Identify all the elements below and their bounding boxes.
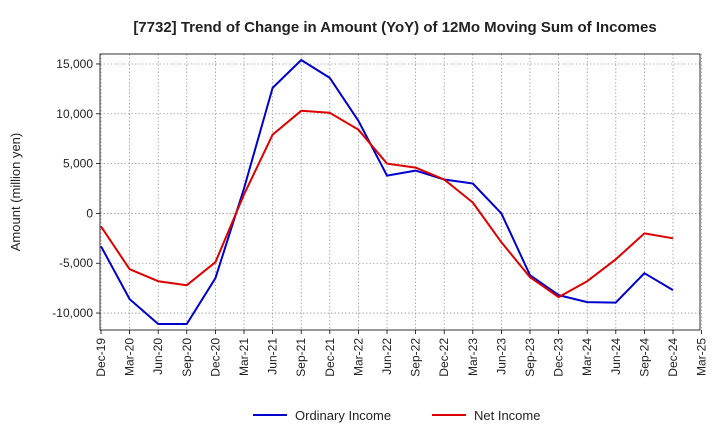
x-tick-label: Sep-24 bbox=[637, 338, 651, 377]
x-tick-label: Mar-21 bbox=[237, 338, 251, 376]
chart-title: [7732] Trend of Change in Amount (YoY) o… bbox=[133, 19, 656, 36]
y-tick-label: 5,000 bbox=[63, 157, 93, 171]
plot-frame bbox=[99, 53, 701, 331]
y-axis-label: Amount (million yen) bbox=[8, 133, 23, 252]
legend-label-ordinary-income: Ordinary Income bbox=[295, 408, 391, 423]
x-tick-label: Mar-22 bbox=[351, 338, 365, 376]
x-tick-label: Mar-20 bbox=[123, 338, 137, 376]
x-tick-label: Sep-23 bbox=[523, 338, 537, 377]
x-tick-label: Sep-22 bbox=[409, 338, 423, 377]
x-tick-label: Dec-23 bbox=[552, 338, 566, 377]
x-tick-label: Mar-25 bbox=[695, 338, 709, 376]
x-axis: Dec-19 Mar-20 Jun-20 Sep-20 Dec-20 Mar-21 Jun-… bbox=[94, 330, 709, 377]
plot-area bbox=[100, 54, 700, 330]
series-line-net-income bbox=[100, 109, 674, 299]
y-tick-label: -10,000 bbox=[52, 306, 93, 320]
x-tick-label: Dec-21 bbox=[323, 338, 337, 377]
y-tick-label: -5,000 bbox=[59, 256, 93, 270]
y-axis: -10,000 -5,000 0 5,000 10,000 15,000 bbox=[52, 57, 100, 320]
x-tick-label: Mar-24 bbox=[580, 338, 594, 376]
series-lines bbox=[100, 59, 674, 325]
x-tick-label: Jun-24 bbox=[609, 338, 623, 375]
x-tick-label: Jun-20 bbox=[151, 338, 165, 375]
series-line-ordinary-income bbox=[100, 59, 674, 325]
y-tick-label: 15,000 bbox=[56, 57, 93, 71]
y-tick-label: 10,000 bbox=[56, 107, 93, 121]
legend-label-net-income: Net Income bbox=[474, 408, 540, 423]
x-tick-label: Dec-22 bbox=[437, 338, 451, 377]
y-tick-label: 0 bbox=[86, 206, 93, 220]
x-tick-label: Jun-21 bbox=[266, 338, 280, 375]
x-tick-label: Dec-20 bbox=[208, 338, 222, 377]
x-tick-label: Sep-20 bbox=[180, 338, 194, 377]
x-tick-label: Dec-24 bbox=[666, 338, 680, 377]
grid bbox=[100, 54, 702, 330]
x-tick-label: Sep-21 bbox=[294, 338, 308, 377]
legend: Ordinary Income Net Income bbox=[253, 408, 540, 423]
x-tick-label: Dec-19 bbox=[94, 338, 108, 377]
x-tick-label: Jun-23 bbox=[494, 338, 508, 375]
x-tick-label: Jun-22 bbox=[380, 338, 394, 375]
x-tick-label: Mar-23 bbox=[466, 338, 480, 376]
